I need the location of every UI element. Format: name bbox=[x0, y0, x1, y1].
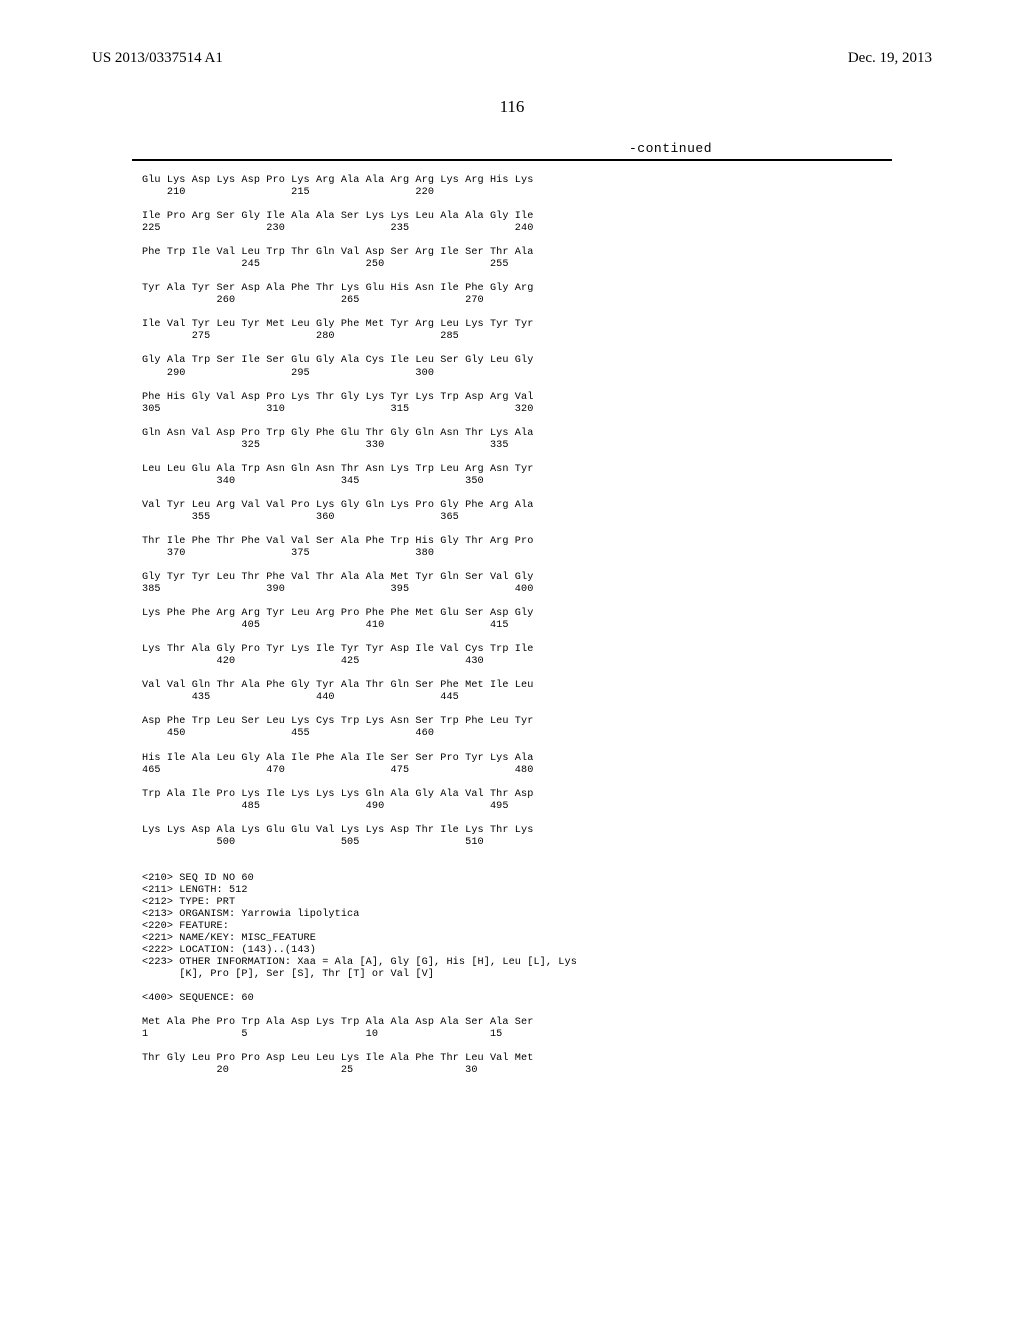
sequence-line bbox=[142, 777, 952, 789]
sequence-line bbox=[142, 1041, 952, 1053]
sequence-line: <212> TYPE: PRT bbox=[142, 897, 952, 909]
sequence-line: <222> LOCATION: (143)..(143) bbox=[142, 945, 952, 957]
sequence-line: Thr Ile Phe Thr Phe Val Val Ser Ala Phe … bbox=[142, 536, 952, 548]
sequence-line: <220> FEATURE: bbox=[142, 921, 952, 933]
sequence-line: 305 310 315 320 bbox=[142, 404, 952, 416]
sequence-line bbox=[142, 416, 952, 428]
page-number: 116 bbox=[72, 97, 952, 117]
sequence-line: 420 425 430 bbox=[142, 656, 952, 668]
sequence-line: Met Ala Phe Pro Trp Ala Asp Lys Trp Ala … bbox=[142, 1017, 952, 1029]
sequence-line: <210> SEQ ID NO 60 bbox=[142, 873, 952, 885]
continued-label: -continued bbox=[132, 141, 892, 156]
sequence-line bbox=[142, 524, 952, 536]
sequence-line: <223> OTHER INFORMATION: Xaa = Ala [A], … bbox=[142, 957, 952, 969]
sequence-line: 325 330 335 bbox=[142, 440, 952, 452]
sequence-line: Lys Lys Asp Ala Lys Glu Glu Val Lys Lys … bbox=[142, 825, 952, 837]
sequence-line: Gln Asn Val Asp Pro Trp Gly Phe Glu Thr … bbox=[142, 428, 952, 440]
sequence-listing: Glu Lys Asp Lys Asp Pro Lys Arg Ala Ala … bbox=[142, 175, 952, 1077]
sequence-line: 225 230 235 240 bbox=[142, 223, 952, 235]
sequence-line: 260 265 270 bbox=[142, 295, 952, 307]
sequence-line bbox=[142, 380, 952, 392]
sequence-line: 465 470 475 480 bbox=[142, 765, 952, 777]
sequence-line: Leu Leu Glu Ala Trp Asn Gln Asn Thr Asn … bbox=[142, 464, 952, 476]
sequence-line: Val Tyr Leu Arg Val Val Pro Lys Gly Gln … bbox=[142, 500, 952, 512]
sequence-line bbox=[142, 271, 952, 283]
sequence-line: 245 250 255 bbox=[142, 259, 952, 271]
sequence-line: Phe His Gly Val Asp Pro Lys Thr Gly Lys … bbox=[142, 392, 952, 404]
page-container: US 2013/0337514 A1 Dec. 19, 2013 116 -co… bbox=[0, 0, 1024, 1320]
sequence-line bbox=[142, 596, 952, 608]
sequence-line: <211> LENGTH: 512 bbox=[142, 885, 952, 897]
sequence-line bbox=[142, 668, 952, 680]
publication-date: Dec. 19, 2013 bbox=[848, 50, 932, 67]
sequence-line: 340 345 350 bbox=[142, 476, 952, 488]
sequence-line: Gly Tyr Tyr Leu Thr Phe Val Thr Ala Ala … bbox=[142, 572, 952, 584]
sequence-line: His Ile Ala Leu Gly Ala Ile Phe Ala Ile … bbox=[142, 753, 952, 765]
sequence-line: 210 215 220 bbox=[142, 187, 952, 199]
sequence-line: 290 295 300 bbox=[142, 368, 952, 380]
sequence-line: Lys Phe Phe Arg Arg Tyr Leu Arg Pro Phe … bbox=[142, 608, 952, 620]
sequence-line: 20 25 30 bbox=[142, 1065, 952, 1077]
continued-section: -continued bbox=[132, 141, 892, 161]
sequence-line bbox=[142, 199, 952, 211]
sequence-line: Ile Val Tyr Leu Tyr Met Leu Gly Phe Met … bbox=[142, 319, 952, 331]
sequence-line bbox=[142, 740, 952, 752]
sequence-line: Asp Phe Trp Leu Ser Leu Lys Cys Trp Lys … bbox=[142, 716, 952, 728]
sequence-line: Thr Gly Leu Pro Pro Asp Leu Leu Lys Ile … bbox=[142, 1053, 952, 1065]
sequence-line: 355 360 365 bbox=[142, 512, 952, 524]
page-header: US 2013/0337514 A1 Dec. 19, 2013 bbox=[72, 50, 952, 67]
sequence-line: 500 505 510 bbox=[142, 837, 952, 849]
sequence-line bbox=[142, 343, 952, 355]
sequence-line: 485 490 495 bbox=[142, 801, 952, 813]
sequence-line bbox=[142, 861, 952, 873]
sequence-line bbox=[142, 813, 952, 825]
sequence-line bbox=[142, 235, 952, 247]
sequence-line bbox=[142, 307, 952, 319]
horizontal-rule bbox=[132, 159, 892, 161]
publication-number: US 2013/0337514 A1 bbox=[92, 50, 223, 67]
sequence-line: 385 390 395 400 bbox=[142, 584, 952, 596]
sequence-line: 1 5 10 15 bbox=[142, 1029, 952, 1041]
sequence-line bbox=[142, 452, 952, 464]
sequence-line: Trp Ala Ile Pro Lys Ile Lys Lys Lys Gln … bbox=[142, 789, 952, 801]
sequence-line: Gly Ala Trp Ser Ile Ser Glu Gly Ala Cys … bbox=[142, 355, 952, 367]
sequence-line: Phe Trp Ile Val Leu Trp Thr Gln Val Asp … bbox=[142, 247, 952, 259]
sequence-line bbox=[142, 849, 952, 861]
sequence-line: Ile Pro Arg Ser Gly Ile Ala Ala Ser Lys … bbox=[142, 211, 952, 223]
sequence-line: Val Val Gln Thr Ala Phe Gly Tyr Ala Thr … bbox=[142, 680, 952, 692]
sequence-line: <400> SEQUENCE: 60 bbox=[142, 993, 952, 1005]
sequence-line bbox=[142, 981, 952, 993]
sequence-line: <213> ORGANISM: Yarrowia lipolytica bbox=[142, 909, 952, 921]
sequence-line: 275 280 285 bbox=[142, 331, 952, 343]
sequence-line bbox=[142, 488, 952, 500]
sequence-line: 370 375 380 bbox=[142, 548, 952, 560]
sequence-line: 450 455 460 bbox=[142, 728, 952, 740]
sequence-line bbox=[142, 1005, 952, 1017]
sequence-line: 435 440 445 bbox=[142, 692, 952, 704]
sequence-line: 405 410 415 bbox=[142, 620, 952, 632]
sequence-line: <221> NAME/KEY: MISC_FEATURE bbox=[142, 933, 952, 945]
sequence-line: [K], Pro [P], Ser [S], Thr [T] or Val [V… bbox=[142, 969, 952, 981]
sequence-line bbox=[142, 632, 952, 644]
sequence-line bbox=[142, 560, 952, 572]
sequence-line: Lys Thr Ala Gly Pro Tyr Lys Ile Tyr Tyr … bbox=[142, 644, 952, 656]
sequence-line bbox=[142, 704, 952, 716]
sequence-line: Tyr Ala Tyr Ser Asp Ala Phe Thr Lys Glu … bbox=[142, 283, 952, 295]
sequence-line: Glu Lys Asp Lys Asp Pro Lys Arg Ala Ala … bbox=[142, 175, 952, 187]
